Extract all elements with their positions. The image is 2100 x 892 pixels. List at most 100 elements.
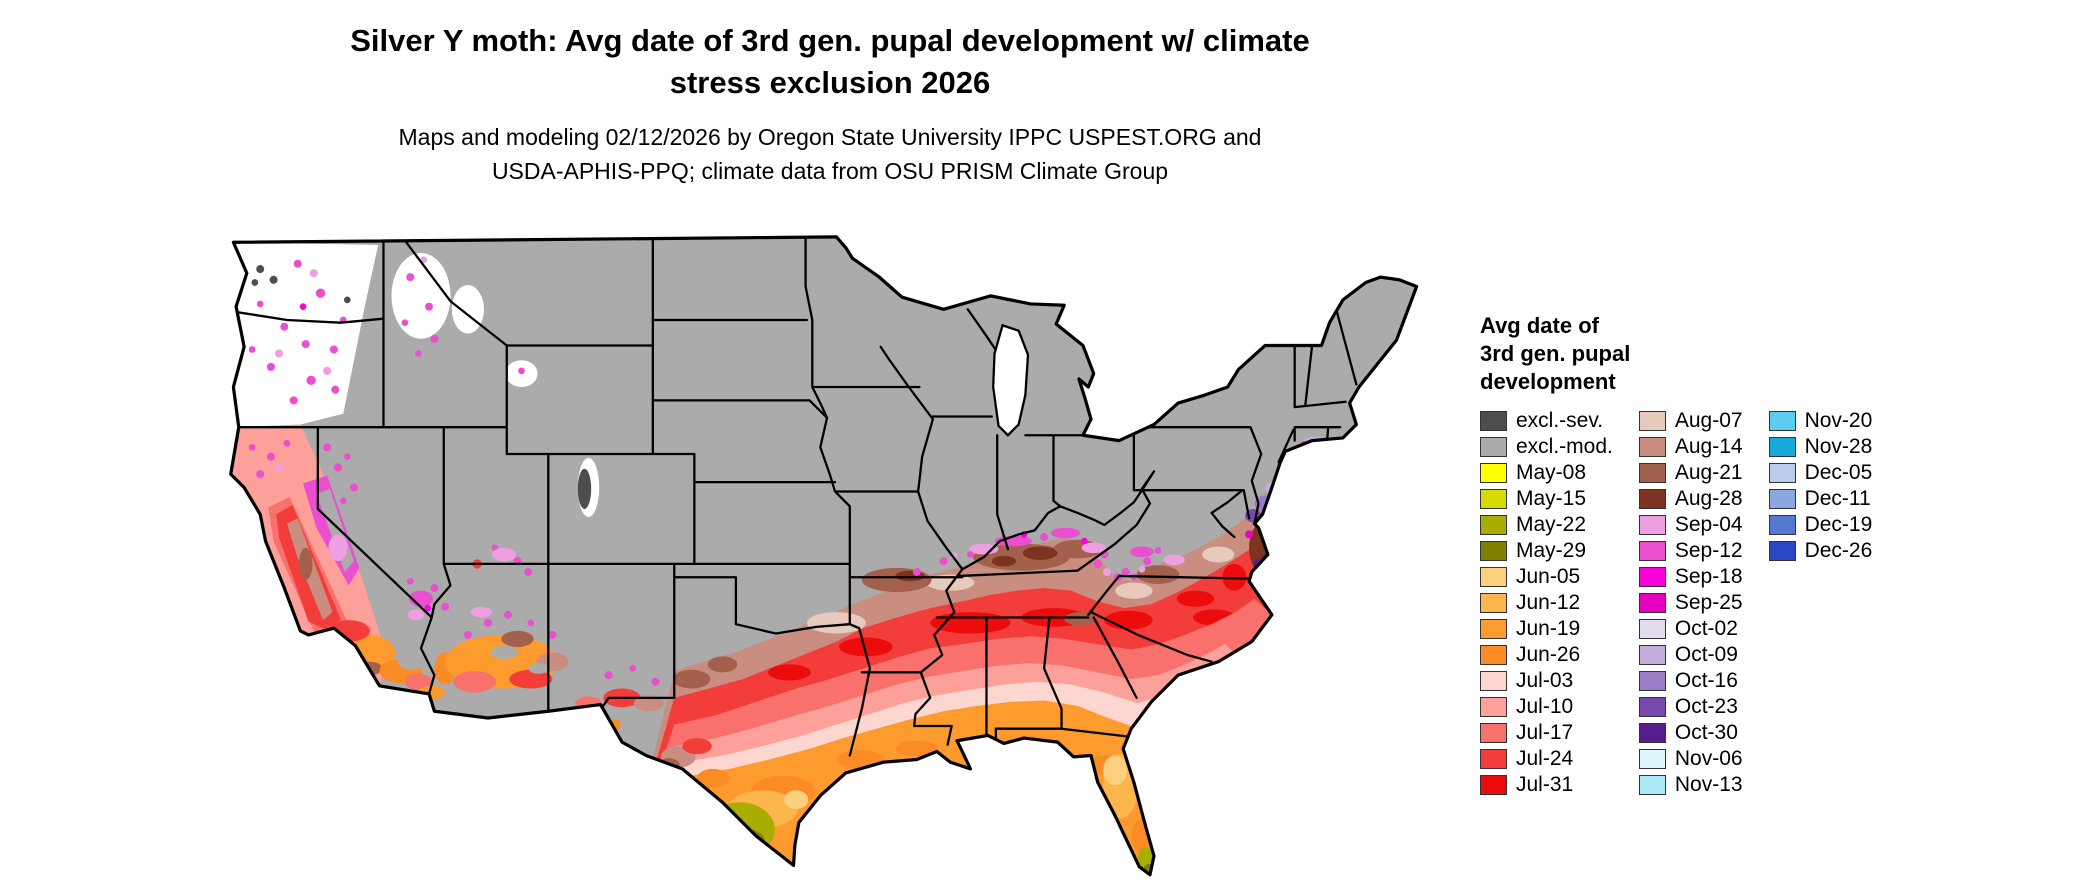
legend-label: Oct-02 (1674, 617, 1738, 640)
patches-aug21 (672, 539, 1180, 689)
legend-label: Dec-19 (1804, 513, 1873, 536)
us-outline (229, 235, 1419, 877)
legend-entry: Oct-23 (1638, 694, 1743, 720)
legend-swatch (1480, 749, 1507, 769)
legend-column: Aug-07 Aug-14 Aug-21 Aug-28 Sep-04 Sep-12 Sep-… (1638, 408, 1743, 798)
legend-label: Sep-04 (1674, 513, 1743, 536)
legend-label: May-22 (1516, 513, 1587, 536)
legend-swatch (1768, 463, 1796, 483)
legend-entry: Oct-16 (1638, 668, 1743, 694)
legend-entry: Jul-17 (1480, 720, 1613, 746)
legend-entry: Nov-20 (1768, 408, 1873, 434)
legend-title: Avg date of 3rd gen. pupal development (1480, 312, 2080, 396)
legend-entry: Aug-28 (1638, 486, 1743, 512)
legend-title-line1: Avg date of (1480, 313, 1599, 338)
legend-entry: Sep-18 (1638, 564, 1743, 590)
legend-entry: Nov-13 (1638, 772, 1743, 798)
legend-columns: excl.-sev. excl.-mod. May-08 May-15 May-22 Ma… (1480, 408, 2080, 798)
legend-label: Aug-07 (1674, 409, 1743, 432)
legend-swatch (1480, 463, 1507, 483)
legend-label: Jun-12 (1516, 591, 1581, 614)
legend-label: Jul-10 (1516, 695, 1574, 718)
legend-swatch (1638, 593, 1666, 613)
legend-entry: Dec-19 (1768, 512, 1873, 538)
legend-swatch (1768, 541, 1796, 561)
legend-column: Nov-20 Nov-28 Dec-05 Dec-11 Dec-19 Dec-26 (1768, 408, 1873, 564)
lake-michigan (992, 323, 1030, 437)
legend-label: Dec-26 (1804, 539, 1873, 562)
legend-label: Nov-20 (1804, 409, 1873, 432)
legend-label: Jul-24 (1516, 747, 1574, 770)
legend-label: Oct-09 (1674, 643, 1738, 666)
legend-swatch (1480, 645, 1507, 665)
map-title: Silver Y moth: Avg date of 3rd gen. pupa… (120, 20, 1540, 104)
legend-swatch (1768, 411, 1796, 431)
legend-entry: Sep-12 (1638, 538, 1743, 564)
legend-entry: Jun-19 (1480, 616, 1613, 642)
legend-swatch (1480, 619, 1507, 639)
legend-swatch (1638, 775, 1666, 795)
legend-label: Oct-30 (1674, 721, 1738, 744)
legend-entry: Dec-05 (1768, 460, 1873, 486)
patch-ngeorgia (1064, 612, 1097, 626)
legend-label: May-29 (1516, 539, 1587, 562)
legend-swatch (1768, 437, 1796, 457)
legend-swatch (1638, 671, 1666, 691)
legend-entry: Sep-25 (1638, 590, 1743, 616)
legend-label: Jun-26 (1516, 643, 1581, 666)
legend-swatch (1638, 541, 1666, 561)
legend-swatch (1638, 515, 1666, 535)
legend-swatch (1638, 749, 1666, 769)
legend-swatch (1638, 411, 1666, 431)
map-container (220, 226, 1426, 883)
legend-entry: Oct-09 (1638, 642, 1743, 668)
patches-south-texas (705, 802, 775, 860)
legend-entry: Nov-28 (1768, 434, 1872, 460)
legend-entry: Oct-30 (1638, 720, 1743, 746)
legend-swatch (1480, 541, 1507, 561)
legend-label: Sep-25 (1674, 591, 1743, 614)
patches-sep12-east (912, 527, 1162, 582)
legend-label: May-08 (1516, 461, 1587, 484)
legend-swatch (1480, 489, 1507, 509)
map-subtitle-line2: USDA-APHIS-PPQ; climate data from OSU PR… (491, 158, 1169, 184)
arizona-patches (445, 606, 569, 693)
legend-entry: Jun-12 (1480, 590, 1613, 616)
valley-dark-patch (299, 547, 313, 580)
legend-swatch (1638, 567, 1666, 587)
legend-entry: Jul-24 (1480, 746, 1613, 772)
legend-swatch (1638, 645, 1666, 665)
legend-label: Jul-31 (1516, 773, 1574, 796)
legend-swatch (1480, 723, 1507, 743)
legend-swatch (1768, 515, 1796, 535)
legend-entry: Aug-21 (1638, 460, 1743, 486)
map-subtitle-line1: Maps and modeling 02/12/2026 by Oregon S… (398, 124, 1262, 150)
map-title-line2: stress exclusion 2026 (669, 65, 991, 100)
legend-entry: May-15 (1480, 486, 1613, 512)
legend-swatch (1638, 437, 1666, 457)
legend-swatch (1638, 723, 1666, 743)
legend-label: May-15 (1516, 487, 1587, 510)
legend-swatch (1638, 619, 1666, 639)
legend-swatch (1480, 593, 1507, 613)
legend-entry: Dec-11 (1768, 486, 1873, 512)
legend-label: Aug-14 (1674, 435, 1743, 458)
legend-label: Dec-05 (1804, 461, 1873, 484)
map-title-line1: Silver Y moth: Avg date of 3rd gen. pupa… (350, 23, 1310, 58)
legend-label: Oct-23 (1674, 695, 1738, 718)
legend-label: excl.-sev. (1516, 409, 1604, 432)
legend-label: Nov-06 (1674, 747, 1743, 770)
legend-entry: Oct-02 (1638, 616, 1743, 642)
legend-swatch (1638, 489, 1666, 509)
legend-entry: Jun-26 (1480, 642, 1613, 668)
legend-label: Jul-03 (1516, 669, 1574, 692)
legend-entry: Jul-03 (1480, 668, 1613, 694)
legend-swatch (1768, 489, 1796, 509)
legend-entry: May-22 (1480, 512, 1613, 538)
legend: Avg date of 3rd gen. pupal development e… (1480, 312, 2080, 798)
legend-entry: excl.-sev. (1480, 408, 1613, 434)
legend-label: excl.-mod. (1516, 435, 1613, 458)
legend-label: Dec-11 (1804, 487, 1871, 510)
legend-swatch (1638, 697, 1666, 717)
